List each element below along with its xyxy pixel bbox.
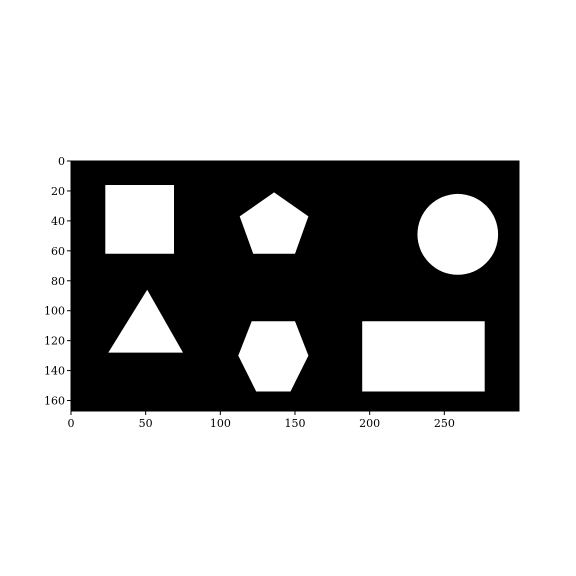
y-tick-label: 80	[51, 275, 65, 288]
y-tick-label: 40	[51, 215, 65, 228]
axes: 0 50 100 150 200 250 0 20 40 60 80 100 120 140 160	[44, 155, 520, 430]
image-area	[71, 161, 519, 411]
y-tick-label: 160	[44, 395, 65, 408]
triangle-shape	[108, 289, 183, 353]
y-tick-label: 20	[51, 185, 65, 198]
y-tick-label: 0	[58, 155, 65, 168]
square-shape	[105, 185, 174, 254]
x-tick-label: 50	[139, 417, 153, 430]
rectangle-shape	[362, 321, 485, 392]
x-tick-label: 150	[285, 417, 306, 430]
hexagon-shape	[238, 321, 309, 392]
x-tick-label: 0	[68, 417, 75, 430]
x-tick-label: 100	[210, 417, 231, 430]
x-tick-label: 200	[359, 417, 380, 430]
pentagon-shape	[239, 192, 309, 254]
y-tick-label: 140	[44, 365, 65, 378]
x-tick-label: 250	[434, 417, 455, 430]
y-tick-label: 60	[51, 245, 65, 258]
circle-shape	[417, 193, 499, 275]
y-tick-label: 120	[44, 335, 65, 348]
y-tick-label: 100	[44, 305, 65, 318]
